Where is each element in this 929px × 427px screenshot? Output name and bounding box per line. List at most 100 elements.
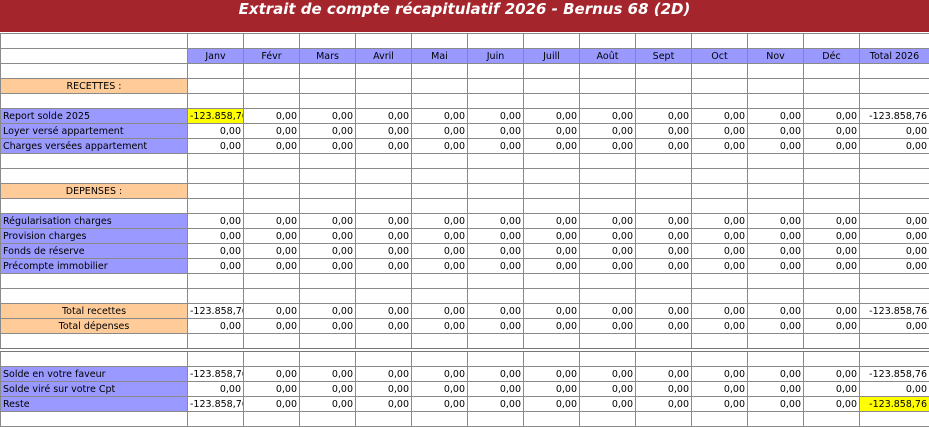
amount: 0,00 [356, 367, 412, 382]
amount: 0,00 [748, 397, 804, 412]
amount: 0,00 [580, 124, 636, 139]
cell [356, 350, 412, 367]
cell [244, 154, 300, 169]
amount: 0,00 [468, 214, 524, 229]
amount: 0,00 [692, 382, 748, 397]
amount: 0,00 [188, 139, 244, 154]
amount: 0,00 [244, 319, 300, 334]
amount: 0,00 [860, 139, 929, 154]
cell [300, 350, 356, 367]
amount: 0,00 [412, 304, 468, 319]
amount: 0,00 [804, 244, 860, 259]
cell [580, 154, 636, 169]
cell [524, 79, 580, 94]
amount: 0,00 [860, 124, 929, 139]
amount: 0,00 [356, 244, 412, 259]
cell [636, 274, 692, 289]
cell [356, 199, 412, 214]
amount: 0,00 [524, 229, 580, 244]
cell [356, 274, 412, 289]
amount: 0,00 [244, 124, 300, 139]
cell [804, 64, 860, 79]
amount: 0,00 [300, 367, 356, 382]
amount: 0,00 [412, 139, 468, 154]
amount: 0,00 [692, 244, 748, 259]
row-label: Provision charges [1, 229, 188, 244]
amount: 0,00 [692, 109, 748, 124]
cell [412, 334, 468, 351]
row [1, 169, 929, 184]
cell [804, 184, 860, 199]
column-header: Janv [188, 49, 244, 64]
amount: 0,00 [804, 319, 860, 334]
amount: 0,00 [524, 319, 580, 334]
amount: 0,00 [524, 124, 580, 139]
amount: 0,00 [300, 319, 356, 334]
amount: 0,00 [468, 319, 524, 334]
cell [300, 64, 356, 79]
cell [692, 412, 748, 427]
cell [412, 94, 468, 109]
cell [636, 289, 692, 304]
amount: 0,00 [188, 124, 244, 139]
cell [412, 79, 468, 94]
cell [748, 79, 804, 94]
amount: 0,00 [356, 319, 412, 334]
amount: 0,00 [468, 397, 524, 412]
cell [468, 79, 524, 94]
cell [748, 64, 804, 79]
amount: 0,00 [244, 214, 300, 229]
cell [188, 34, 244, 49]
amount: 0,00 [524, 259, 580, 274]
cell [468, 199, 524, 214]
cell [804, 334, 860, 351]
amount: 0,00 [804, 382, 860, 397]
amount: 0,00 [692, 259, 748, 274]
amount: -123.858,76 [188, 109, 244, 124]
cell [524, 184, 580, 199]
amount: 0,00 [468, 367, 524, 382]
cell [188, 412, 244, 427]
column-header: Mars [300, 49, 356, 64]
amount: 0,00 [860, 229, 929, 244]
cell [580, 79, 636, 94]
row [1, 199, 929, 214]
row-label: Reste [1, 397, 188, 412]
cell [860, 154, 929, 169]
amount: 0,00 [468, 229, 524, 244]
amount: 0,00 [524, 367, 580, 382]
cell [188, 199, 244, 214]
cell [244, 334, 300, 351]
cell [636, 334, 692, 351]
amount: 0,00 [748, 109, 804, 124]
cell [524, 154, 580, 169]
cell [468, 154, 524, 169]
amount: -123.858,76 [188, 367, 244, 382]
column-header: Oct [692, 49, 748, 64]
amount: 0,00 [244, 304, 300, 319]
amount: 0,00 [692, 319, 748, 334]
row: RECETTES : [1, 79, 929, 94]
amount: 0,00 [804, 214, 860, 229]
cell [580, 334, 636, 351]
row [1, 154, 929, 169]
cell [412, 274, 468, 289]
cell [188, 184, 244, 199]
amount: 0,00 [692, 214, 748, 229]
amount: 0,00 [804, 259, 860, 274]
column-header: Juill [524, 49, 580, 64]
cell [524, 274, 580, 289]
amount: 0,00 [356, 304, 412, 319]
amount: 0,00 [300, 244, 356, 259]
cell [580, 350, 636, 367]
amount: 0,00 [748, 124, 804, 139]
cell [748, 34, 804, 49]
row-label: Total recettes [1, 304, 188, 319]
cell [1, 154, 188, 169]
cell [188, 64, 244, 79]
amount: 0,00 [636, 382, 692, 397]
